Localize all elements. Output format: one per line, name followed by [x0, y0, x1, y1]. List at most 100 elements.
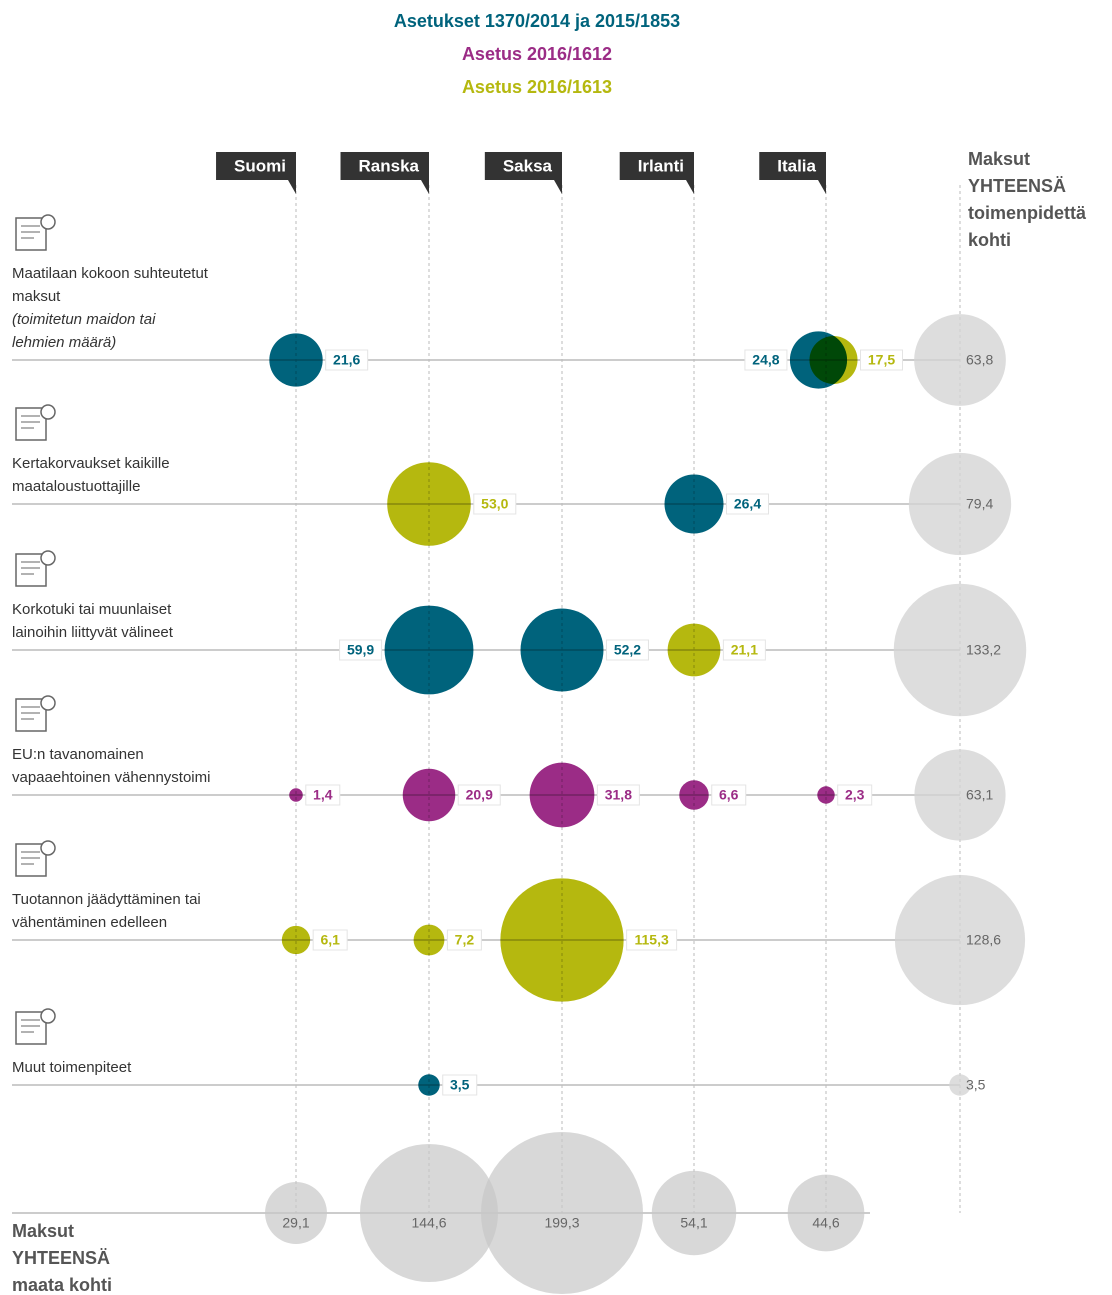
- value-label-box: [325, 349, 369, 371]
- value-label-box: [305, 784, 341, 806]
- value-label: 1,4: [313, 787, 333, 803]
- column-header-label: Italia: [777, 156, 816, 175]
- value-label-box: [596, 784, 640, 806]
- value-label: 52,2: [614, 642, 641, 658]
- row-total-bubble: [893, 583, 1027, 717]
- icon: [15, 840, 56, 877]
- value-label: 31,8: [605, 787, 632, 803]
- bubble: [529, 762, 595, 828]
- bubble: [281, 925, 311, 955]
- value-label: 7,2: [455, 932, 475, 948]
- bubble: [269, 333, 323, 387]
- icon: [15, 404, 56, 441]
- icon: [15, 695, 56, 732]
- value-label-box: [442, 1074, 478, 1096]
- row-total-label: 133,2: [966, 642, 1001, 658]
- icon: [15, 214, 56, 251]
- bubble: [402, 768, 456, 822]
- bubble: [387, 462, 471, 546]
- row-total-bubble: [914, 749, 1006, 841]
- value-label-box: [446, 929, 482, 951]
- bubble: [817, 786, 835, 804]
- bubble: [289, 788, 303, 802]
- legend-entry: Asetus 2016/1613: [462, 77, 612, 97]
- row-label: EU:n tavanomainen vapaaehtoinen vähennys…: [12, 746, 211, 786]
- icon: [15, 550, 56, 587]
- row-total-label: 63,8: [966, 352, 993, 368]
- row-label: Maatilaan kokoon suhteutetut maksut: [12, 265, 208, 305]
- column-total-label: 54,1: [680, 1215, 707, 1231]
- row-label: Korkotuki tai muunlaiset lainoihin liitt…: [12, 601, 173, 641]
- value-label: 6,6: [719, 787, 739, 803]
- column-header-label: Ranska: [359, 156, 420, 175]
- column-total-bubble: [651, 1170, 737, 1256]
- value-label-box: [744, 349, 788, 371]
- column-header: Ranska: [340, 152, 429, 194]
- row-total-title: Maksut YHTEENSÄ toimenpidettä kohti: [968, 149, 1087, 250]
- value-label-box: [860, 349, 904, 371]
- column-header-box: [759, 152, 826, 194]
- value-label: 26,4: [734, 496, 761, 512]
- bubble: [500, 878, 624, 1002]
- row-total-bubble: [949, 1074, 971, 1096]
- column-header-box: [484, 152, 562, 194]
- column-header-box: [340, 152, 429, 194]
- value-label: 21,1: [731, 642, 758, 658]
- column-total-bubble: [480, 1131, 644, 1295]
- icon: [15, 1008, 56, 1045]
- column-total-bubble: [359, 1143, 499, 1283]
- legend-entry: Asetus 2016/1612: [462, 44, 612, 64]
- value-label-box: [837, 784, 873, 806]
- row-label-block: Korkotuki tai muunlaiset lainoihin liitt…: [12, 548, 212, 644]
- column-total-label: 29,1: [282, 1215, 309, 1231]
- value-label-box: [725, 493, 769, 515]
- bubble: [664, 474, 724, 534]
- value-label: 6,1: [320, 932, 340, 948]
- value-label: 59,9: [347, 642, 374, 658]
- column-header: Suomi: [216, 152, 296, 194]
- row-total-label: 128,6: [966, 932, 1001, 948]
- column-header-label: Suomi: [234, 156, 286, 175]
- column-header: Saksa: [484, 152, 562, 194]
- value-label-box: [605, 639, 649, 661]
- column-header-label: Irlanti: [638, 156, 684, 175]
- column-total-bubble: [787, 1174, 865, 1252]
- bubble: [667, 623, 721, 677]
- bubble: [809, 335, 858, 385]
- row-label: Muut toimenpiteet: [12, 1059, 132, 1076]
- row-total-label: 63,1: [966, 787, 993, 803]
- value-label-box: [312, 929, 348, 951]
- row-note: (toimitetun maidon tai lehmien määrä): [12, 311, 156, 351]
- column-header: Italia: [759, 152, 826, 194]
- value-label: 17,5: [868, 352, 895, 368]
- row-label-block: Tuotannon jäädyttäminen tai vähentäminen…: [12, 838, 212, 934]
- value-label-box: [722, 639, 766, 661]
- column-total-title: Maksut YHTEENSÄ maata kohti: [12, 1221, 113, 1295]
- column-total-bubble: [265, 1182, 327, 1244]
- column-header: Irlanti: [619, 152, 694, 194]
- row-label-block: EU:n tavanomainen vapaaehtoinen vähennys…: [12, 693, 212, 789]
- column-total-label: 199,3: [544, 1215, 579, 1231]
- value-label-box: [473, 493, 517, 515]
- bubble: [679, 780, 709, 810]
- row-label-block: Muut toimenpiteet: [12, 1006, 212, 1079]
- value-label: 53,0: [481, 496, 508, 512]
- legend-entry: Asetukset 1370/2014 ja 2015/1853: [394, 11, 680, 31]
- column-header-box: [619, 152, 694, 194]
- row-total-bubble: [914, 314, 1006, 406]
- column-header-label: Saksa: [503, 156, 553, 175]
- value-label-box: [711, 784, 747, 806]
- row-label-block: Maatilaan kokoon suhteutetut maksut (toim…: [12, 212, 212, 354]
- bubble: [384, 605, 474, 695]
- value-label-box: [339, 639, 383, 661]
- row-total-label: 79,4: [966, 496, 993, 512]
- value-label: 3,5: [450, 1077, 470, 1093]
- column-total-label: 144,6: [411, 1215, 446, 1231]
- column-header-box: [216, 152, 296, 194]
- row-label-block: Kertakorvaukset kaikille maataloustuotta…: [12, 402, 212, 498]
- row-total-label: 3,5: [966, 1077, 986, 1093]
- column-total-label: 44,6: [812, 1215, 839, 1231]
- bubble: [520, 608, 604, 692]
